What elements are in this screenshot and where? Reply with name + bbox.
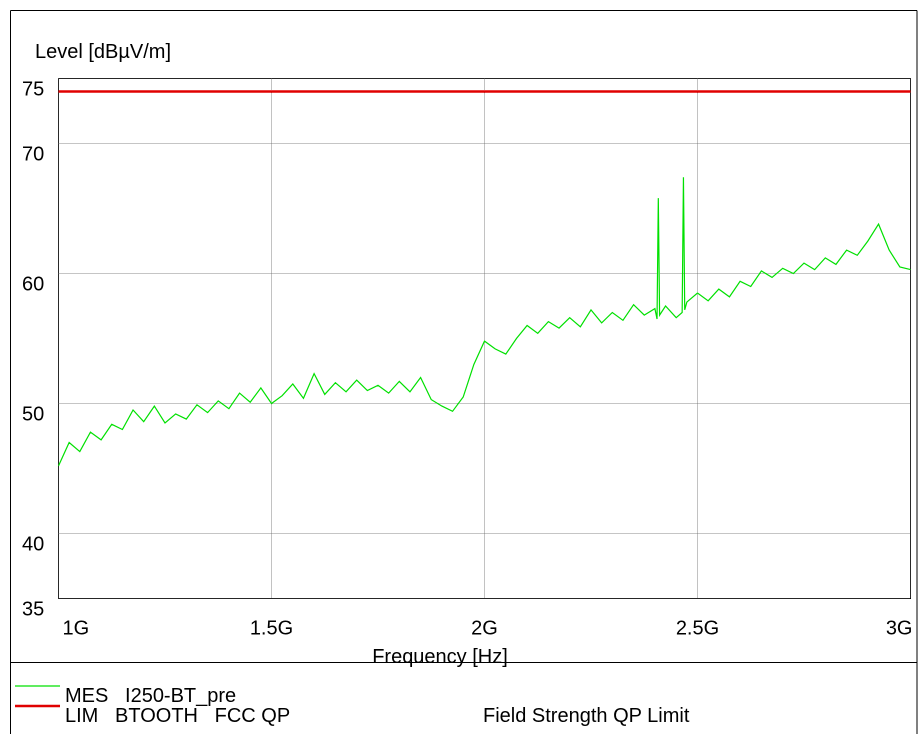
y-tick-label: 60 [22, 274, 44, 296]
y-tick-label: 40 [22, 534, 44, 556]
chart-title: Level [dBµV/m] [35, 41, 171, 63]
x-tick-label: 1G [63, 618, 90, 640]
x-tick-label: 1.5G [250, 618, 293, 640]
y-tick-label: 35 [22, 599, 44, 621]
legend-label: MES I250-BT_pre [65, 685, 236, 707]
legend-description: Field Strength QP Limit [483, 705, 690, 727]
x-tick-label: 2.5G [676, 618, 719, 640]
legend-label: LIM BTOOTH FCC QP [65, 705, 290, 727]
series-line [57, 177, 911, 467]
y-tick-label: 50 [22, 404, 44, 426]
x-tick-label: 2G [471, 618, 498, 640]
y-tick-label: 70 [22, 144, 44, 166]
x-tick-label: 3G [886, 618, 913, 640]
x-axis-label: Frequency [Hz] [372, 646, 508, 668]
y-tick-label: 75 [22, 79, 44, 101]
